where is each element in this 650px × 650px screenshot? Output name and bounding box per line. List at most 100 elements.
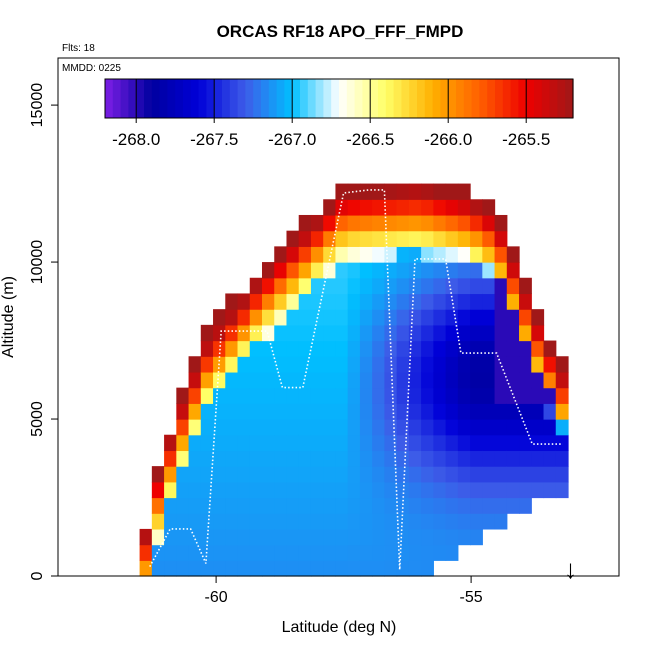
heatmap-cell bbox=[298, 403, 312, 420]
heatmap-cell bbox=[359, 246, 373, 263]
heatmap-cell bbox=[506, 293, 520, 310]
heatmap-cell bbox=[359, 340, 373, 357]
heatmap-cell bbox=[225, 387, 239, 404]
colorbar-swatch bbox=[144, 79, 153, 118]
heatmap-cell bbox=[421, 199, 434, 216]
heatmap-cell bbox=[531, 403, 545, 420]
heatmap-cell bbox=[531, 419, 545, 436]
heatmap-cell bbox=[286, 513, 300, 530]
heatmap-cell bbox=[323, 403, 337, 420]
heatmap-cell bbox=[225, 450, 239, 467]
heatmap-cell bbox=[494, 481, 508, 499]
heatmap-cell bbox=[237, 293, 251, 310]
heatmap-cell bbox=[347, 183, 361, 200]
heatmap-cell bbox=[372, 481, 385, 499]
heatmap-cell bbox=[470, 481, 483, 499]
heatmap-cell bbox=[506, 466, 520, 483]
heatmap-cell bbox=[531, 324, 545, 342]
heatmap-cell bbox=[249, 466, 263, 483]
heatmap-cell bbox=[176, 481, 190, 499]
heatmap-cell bbox=[262, 419, 275, 436]
colorbar-swatch bbox=[206, 79, 215, 118]
heatmap-cell bbox=[249, 324, 263, 342]
heatmap-cell bbox=[225, 481, 239, 499]
heatmap-cell bbox=[176, 403, 190, 420]
heatmap-cell bbox=[555, 387, 569, 404]
heatmap-cell bbox=[433, 513, 447, 530]
heatmap-cell bbox=[494, 340, 508, 357]
heatmap-cell bbox=[188, 560, 202, 577]
heatmap-cell bbox=[274, 309, 288, 326]
colorbar-swatch bbox=[323, 79, 332, 118]
heatmap-cell bbox=[482, 309, 496, 326]
heatmap-cell bbox=[494, 497, 508, 514]
heatmap-cell bbox=[213, 481, 226, 499]
heatmap-cell bbox=[310, 450, 324, 467]
heatmap-cell bbox=[310, 387, 324, 404]
heatmap-cell bbox=[323, 450, 337, 467]
heatmap-cell bbox=[200, 513, 214, 530]
heatmap-cell bbox=[531, 450, 545, 467]
colorbar-swatch bbox=[393, 79, 402, 118]
colorbar-swatch bbox=[448, 79, 457, 118]
heatmap-cell bbox=[335, 246, 349, 263]
heatmap-cell bbox=[213, 528, 226, 546]
heatmap-cell bbox=[310, 214, 324, 232]
heatmap-cell bbox=[494, 387, 508, 404]
heatmap-cell bbox=[372, 403, 385, 420]
heatmap-cell bbox=[335, 387, 349, 404]
heatmap-cell bbox=[298, 560, 312, 577]
heatmap-cell bbox=[323, 356, 337, 373]
heatmap-cell bbox=[286, 340, 300, 357]
heatmap-cell bbox=[543, 371, 557, 389]
heatmap-cell bbox=[408, 309, 422, 326]
heatmap-cell bbox=[506, 246, 520, 263]
heatmap-cell bbox=[164, 466, 177, 483]
colorbar-swatch bbox=[401, 79, 410, 118]
heatmap-cell bbox=[482, 497, 496, 514]
heatmap-cell bbox=[433, 183, 447, 200]
heatmap-cell bbox=[445, 199, 459, 216]
heatmap-cell bbox=[494, 262, 508, 279]
heatmap-cell bbox=[359, 371, 373, 389]
heatmap-cell bbox=[396, 387, 410, 404]
heatmap-cell bbox=[188, 450, 202, 467]
heatmap-cell bbox=[445, 309, 459, 326]
heatmap-cell bbox=[274, 419, 288, 436]
heatmap-cell bbox=[213, 419, 226, 436]
heatmap-cell bbox=[421, 387, 434, 404]
heatmap-cell bbox=[519, 450, 532, 467]
colorbar-swatch bbox=[136, 79, 145, 118]
heatmap-cell bbox=[470, 262, 483, 279]
heatmap-cell bbox=[310, 371, 324, 389]
colorbar-swatch bbox=[549, 79, 558, 118]
heatmap-cell bbox=[506, 497, 520, 514]
heatmap-cell bbox=[408, 246, 422, 263]
heatmap-cell bbox=[482, 277, 496, 295]
heatmap-cell bbox=[262, 450, 275, 467]
heatmap-cell bbox=[262, 262, 275, 279]
colorbar-swatch bbox=[261, 79, 270, 118]
heatmap-cell bbox=[310, 481, 324, 499]
colorbar-tick-label: -267.0 bbox=[268, 130, 316, 149]
heatmap-cell bbox=[298, 324, 312, 342]
heatmap-cell bbox=[372, 387, 385, 404]
heatmap-cell bbox=[494, 356, 508, 373]
heatmap-cell bbox=[262, 309, 275, 326]
colorbar-swatch bbox=[214, 79, 223, 118]
heatmap-cell bbox=[421, 560, 434, 577]
heatmap-cell bbox=[323, 293, 337, 310]
heatmap-cell bbox=[286, 356, 300, 373]
heatmap-cell bbox=[310, 466, 324, 483]
heatmap-cell bbox=[372, 434, 385, 452]
heatmap-cell bbox=[433, 450, 447, 467]
heatmap-cell bbox=[298, 293, 312, 310]
heatmap-cell bbox=[164, 560, 177, 577]
heatmap-cell bbox=[482, 387, 496, 404]
heatmap-cell bbox=[470, 277, 483, 295]
heatmap-cell bbox=[408, 450, 422, 467]
heatmap-cell bbox=[372, 560, 385, 577]
heatmap-cell bbox=[347, 513, 361, 530]
colorbar-swatch bbox=[424, 79, 434, 118]
heatmap-cell bbox=[335, 497, 349, 514]
